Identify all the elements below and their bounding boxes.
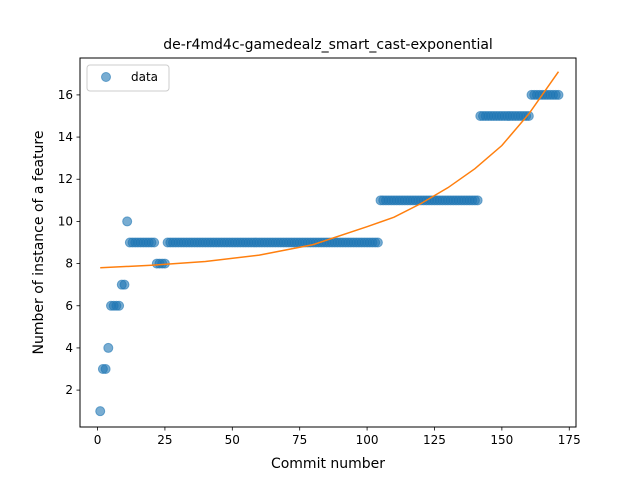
- y-tick-label: 8: [65, 257, 73, 271]
- y-axis-ticks: 2 4 6 8 10 12 14 16: [58, 88, 80, 397]
- data-point: [114, 300, 125, 311]
- plot-area: [95, 71, 564, 417]
- y-tick-label: 6: [65, 299, 73, 313]
- data-point: [100, 364, 111, 375]
- data-point: [553, 89, 564, 100]
- data-point: [472, 195, 483, 206]
- y-tick-label: 10: [58, 214, 73, 228]
- legend: data: [86, 64, 170, 92]
- data-point: [149, 237, 160, 248]
- legend-marker: [101, 72, 111, 82]
- legend-box: [86, 64, 170, 92]
- x-tick-label: 150: [490, 433, 513, 447]
- x-tick-label: 50: [225, 433, 240, 447]
- x-axis-ticks: 0 25 50 75 100 125 150 175: [94, 427, 581, 447]
- y-tick-label: 2: [65, 383, 73, 397]
- x-tick-label: 0: [94, 433, 102, 447]
- y-tick-label: 12: [58, 172, 73, 186]
- data-point: [122, 216, 133, 227]
- data-point: [523, 110, 534, 121]
- data-point: [119, 279, 130, 290]
- data-point: [372, 237, 383, 248]
- y-tick-label: 16: [58, 88, 73, 102]
- data-point: [103, 342, 114, 353]
- x-tick-label: 75: [292, 433, 307, 447]
- legend-label: data: [131, 70, 158, 84]
- fit-line: [100, 71, 560, 269]
- x-axis-label: Commit number: [271, 456, 385, 472]
- x-tick-label: 125: [423, 433, 446, 447]
- data-point: [95, 406, 106, 417]
- x-tick-label: 25: [157, 433, 172, 447]
- x-tick-label: 100: [356, 433, 379, 447]
- y-axis-label: Number of instance of a feature: [31, 131, 47, 355]
- y-tick-label: 14: [58, 130, 73, 144]
- x-tick-label: 175: [558, 433, 581, 447]
- y-tick-label: 4: [65, 341, 73, 355]
- chart-title: de-r4md4c-gamedealz_smart_cast-exponenti…: [163, 37, 493, 53]
- plot-frame: [79, 57, 577, 428]
